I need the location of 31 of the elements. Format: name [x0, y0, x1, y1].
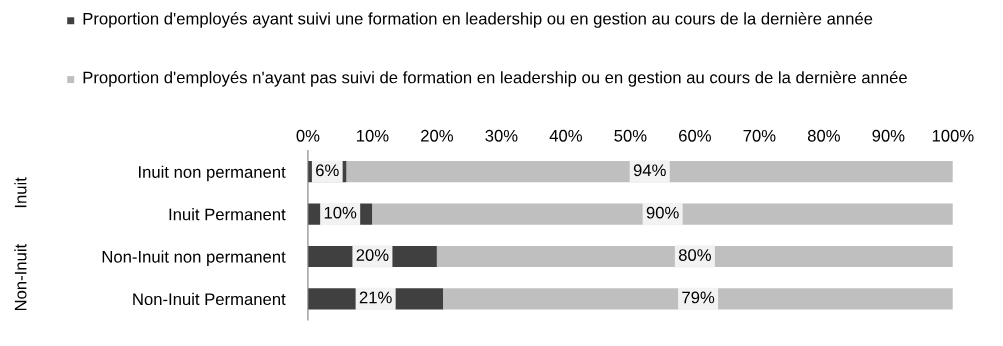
x-tick-label: 0%	[296, 129, 320, 142]
y-tick-label: Inuit non permanent	[139, 165, 286, 182]
y-tick-label: Non-Inuit non permanent	[102, 250, 286, 266]
bar	[346, 161, 953, 183]
data-label: 21%	[359, 291, 392, 304]
text: Inuit	[14, 177, 27, 208]
y-tick-label: Non-Inuit Permanent	[133, 292, 286, 306]
data-label: 20%	[356, 249, 389, 261]
bar	[436, 245, 953, 268]
x-tick-label: 20%	[421, 129, 453, 142]
legend-label: Proportion d'employés n'ayant pas suivi de formation en leadership ou en gestion au cours de la dernière année	[83, 70, 907, 87]
x-tick-label: 60%	[679, 129, 711, 142]
data-label: 80%	[678, 249, 711, 261]
x-tick-label: 80%	[807, 129, 840, 142]
bar	[443, 288, 953, 310]
x-tick-label: 40%	[549, 129, 582, 142]
x-tick-label: 10%	[357, 129, 389, 142]
y-tick-label: Inuit Permanent	[169, 208, 286, 221]
text: Non-Inuit	[14, 243, 27, 311]
x-tick-label: 90%	[872, 129, 905, 142]
data-label: 6%	[316, 164, 339, 177]
x-tick-label: 30%	[485, 129, 518, 142]
data-label: 90%	[646, 206, 679, 219]
bar	[372, 203, 953, 225]
x-tick-label: 50%	[614, 129, 647, 142]
data-label: 10%	[324, 206, 357, 219]
x-tick-label: 100%	[932, 129, 974, 142]
data-label: 79%	[682, 291, 715, 304]
x-tick-label: 70%	[743, 129, 776, 142]
data-label: 94%	[633, 164, 666, 177]
legend-label: Proportion d'employés ayant suivi une formation en leadership ou en gestion au cours de la dernière année	[83, 12, 873, 28]
